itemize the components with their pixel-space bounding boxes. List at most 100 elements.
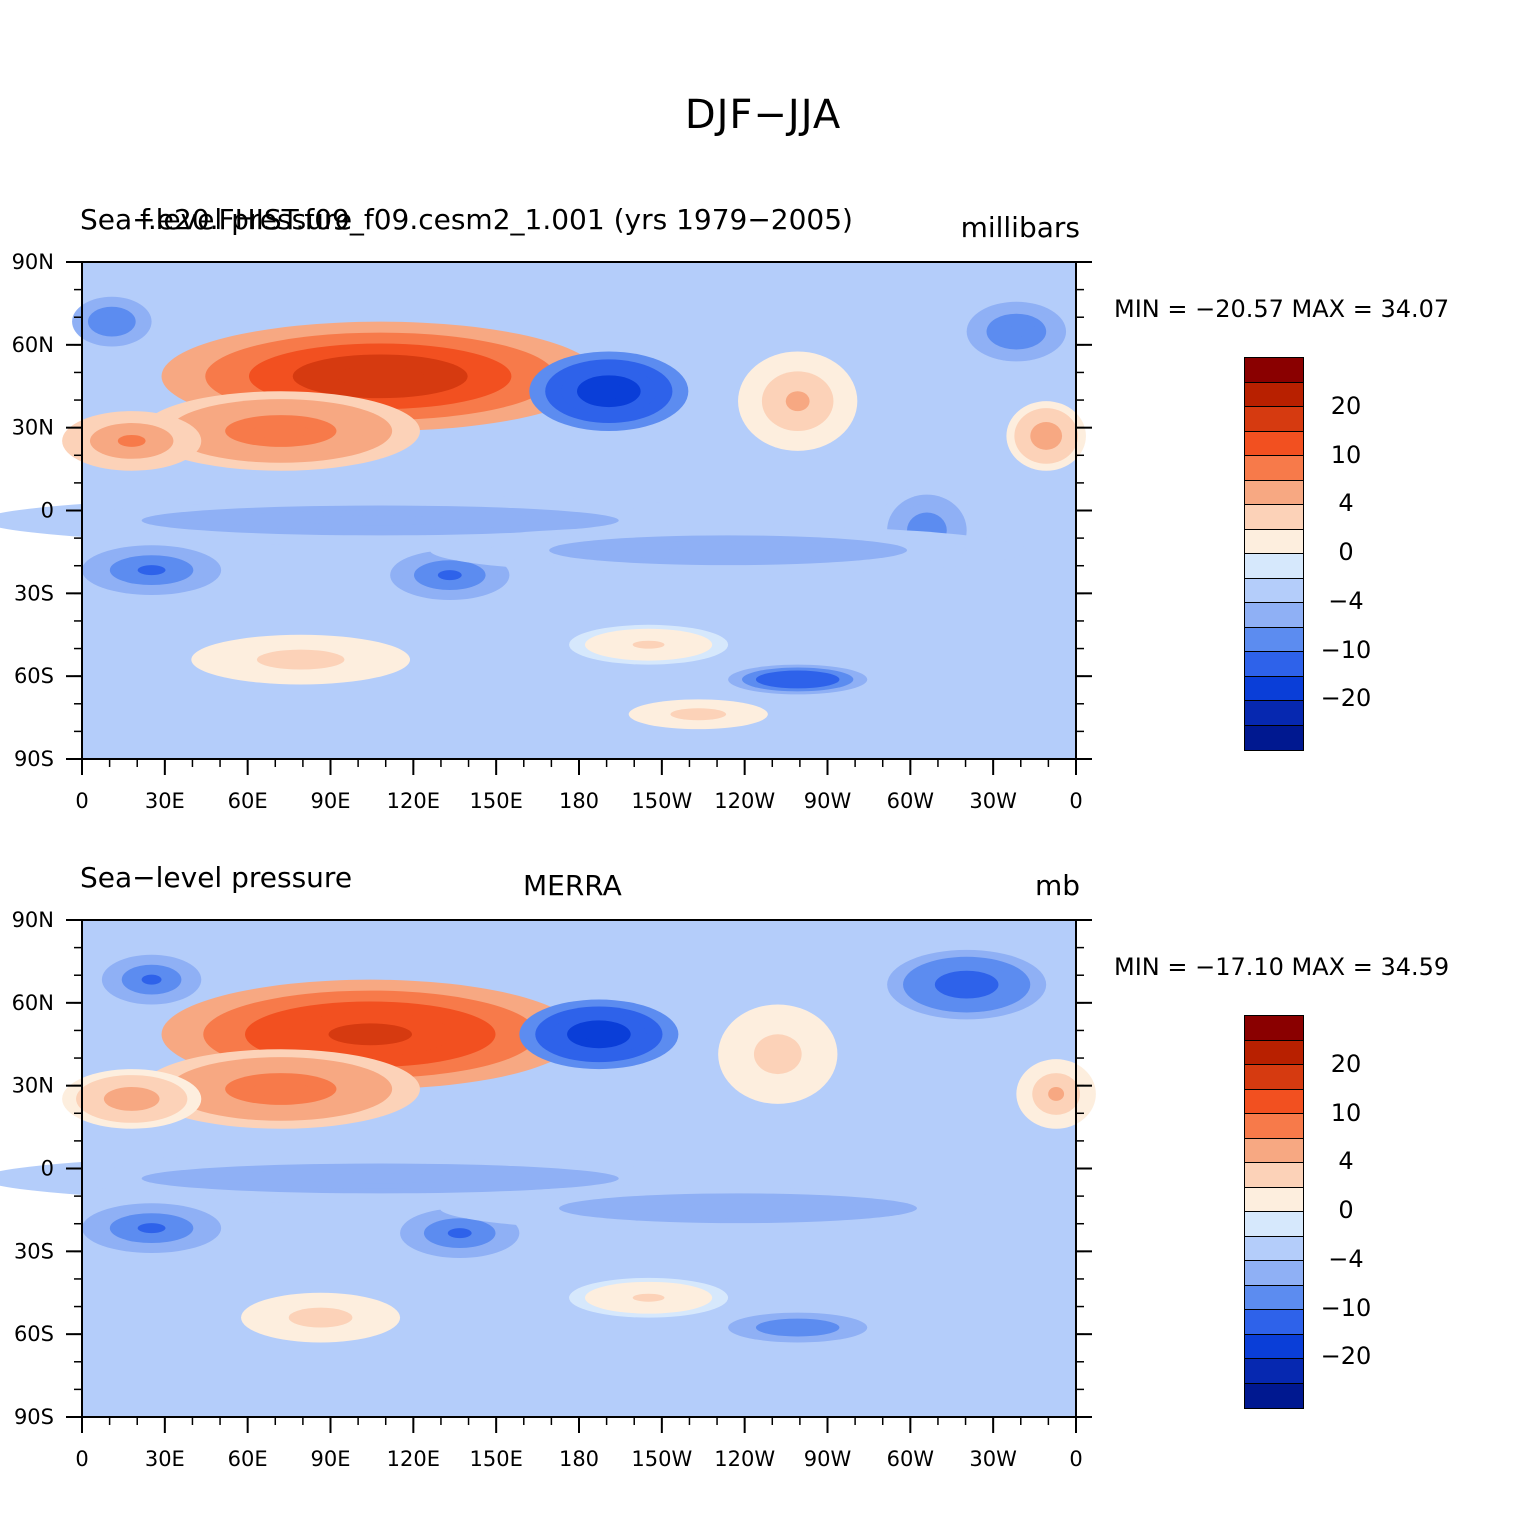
colorbar-swatch: [1245, 725, 1303, 750]
colorbar-swatch: [1245, 1212, 1303, 1237]
colorbar-swatch: [1245, 1383, 1303, 1408]
colorbar-label: 0: [1338, 1196, 1354, 1224]
contour-band: [336, 365, 424, 388]
colorbar-swatch: [1245, 627, 1303, 652]
colorbar-swatch: [1245, 456, 1303, 481]
colorbar-swatch: [1245, 1261, 1303, 1286]
panel-units: millibars: [960, 211, 1080, 244]
y-tick-label: 0: [41, 499, 54, 523]
colorbar-label: −4: [1328, 1244, 1364, 1273]
colorbar-label: 4: [1338, 489, 1354, 518]
contour-band: [765, 1044, 790, 1065]
colorbar-label: 20: [1330, 1049, 1362, 1078]
colorbar: [1244, 357, 1304, 751]
contour-band: [300, 515, 460, 526]
y-tick-label: 30S: [14, 581, 54, 605]
y-tick-label: 30N: [12, 416, 54, 440]
x-tick-label: 90W: [804, 789, 852, 813]
x-tick-label: 0: [75, 1447, 88, 1471]
x-tick-label: 150E: [469, 1447, 522, 1471]
x-tick-label: 60E: [228, 789, 268, 813]
min-max-label: MIN = −20.57 MAX = 34.07: [1114, 295, 1450, 323]
colorbar-label: −20: [1320, 684, 1372, 713]
x-tick-label: 90W: [804, 1447, 852, 1471]
colorbar-swatch: [1245, 1236, 1303, 1261]
colorbar-swatch: [1245, 1187, 1303, 1212]
x-tick-label: 150W: [631, 1447, 692, 1471]
x-tick-label: 30W: [969, 789, 1017, 813]
x-tick-label: 120W: [714, 789, 775, 813]
x-tick-label: 120E: [387, 1447, 440, 1471]
contour-band: [684, 711, 713, 718]
colorbar-swatch: [1245, 1016, 1303, 1041]
colorbar-swatch: [1245, 1065, 1303, 1090]
y-tick-label: 90S: [14, 747, 54, 771]
contour-band: [328, 1023, 413, 1046]
colorbar-label: −20: [1320, 1342, 1372, 1371]
colorbar-swatch: [1245, 505, 1303, 530]
panel-center-title: MERRA: [523, 869, 622, 902]
x-tick-label: 30E: [145, 1447, 185, 1471]
y-tick-label: 90N: [12, 908, 54, 932]
x-tick-label: 0: [1069, 1447, 1082, 1471]
contour-band: [437, 570, 462, 581]
x-tick-label: 120E: [387, 789, 440, 813]
colorbar-label: −4: [1328, 586, 1364, 615]
colorbar-swatch: [1245, 1089, 1303, 1114]
panel-left-title: Sea−level pressure: [80, 203, 353, 236]
colorbar-label: 20: [1330, 391, 1362, 420]
contour-band: [141, 974, 162, 985]
contour-band: [678, 1203, 798, 1214]
y-tick-label: 0: [41, 1157, 54, 1181]
y-tick-label: 60N: [12, 333, 54, 357]
x-tick-label: 90E: [311, 789, 351, 813]
x-tick-label: 60E: [228, 1447, 268, 1471]
panel-units: mb: [1034, 869, 1080, 902]
x-tick-label: 150E: [469, 789, 522, 813]
contour-band: [137, 1223, 166, 1234]
model-map: 90N 60N 30N 0 30S 60S 90S 0 30E 60E 90E 120E 150E 180…: [0, 250, 1092, 813]
colorbar-swatch: [1245, 407, 1303, 432]
x-tick-label: 150W: [631, 789, 692, 813]
colorbar-swatch: [1245, 1138, 1303, 1163]
colorbar-swatch: [1245, 1359, 1303, 1384]
panel-left-title: Sea−level pressure: [80, 861, 353, 894]
colorbar-swatch: [1245, 1310, 1303, 1335]
colorbar-label: −10: [1320, 635, 1372, 664]
contour-band: [1006, 325, 1027, 338]
y-tick-label: 60S: [14, 1322, 54, 1346]
contour-band: [300, 1173, 460, 1184]
panel-center-title: f.e20.FHIST.f09_f09.cesm2_1.001 (yrs 197…: [140, 203, 853, 236]
x-tick-label: 120W: [714, 1447, 775, 1471]
colorbar-swatch: [1245, 1285, 1303, 1310]
contour-band: [783, 1324, 812, 1331]
contour-band: [117, 434, 146, 447]
contour-band: [447, 1228, 472, 1239]
contour-band: [592, 383, 625, 400]
colorbar-swatch: [1245, 578, 1303, 603]
model-panel: 90N 60N 30N 0 30S 60S 90S 0 30E 60E 90E 120E 150E 180…: [0, 195, 1526, 855]
contour-band: [632, 1293, 665, 1302]
contour-band: [582, 1027, 615, 1042]
x-tick-label: 30E: [145, 789, 185, 813]
y-tick-label: 30S: [14, 1239, 54, 1263]
colorbar-swatch: [1245, 1040, 1303, 1065]
contour-band: [783, 676, 812, 683]
contour-band: [103, 316, 120, 327]
contour-band: [278, 654, 323, 665]
x-tick-label: 0: [75, 789, 88, 813]
colorbar-label: 10: [1330, 1098, 1362, 1127]
contour-band: [304, 1312, 337, 1323]
colorbar-label: 0: [1338, 538, 1354, 566]
contour-band: [1038, 428, 1055, 443]
colorbar-swatch: [1245, 1163, 1303, 1188]
colorbar-label: 4: [1338, 1147, 1354, 1176]
y-tick-label: 60S: [14, 664, 54, 688]
colorbar-swatch: [1245, 554, 1303, 579]
contour-band: [117, 1092, 146, 1105]
colorbar-swatch: [1245, 603, 1303, 628]
contour-band: [252, 1081, 309, 1097]
colorbar-swatch: [1245, 701, 1303, 726]
contour-band: [632, 640, 665, 649]
y-tick-label: 90S: [14, 1405, 54, 1429]
